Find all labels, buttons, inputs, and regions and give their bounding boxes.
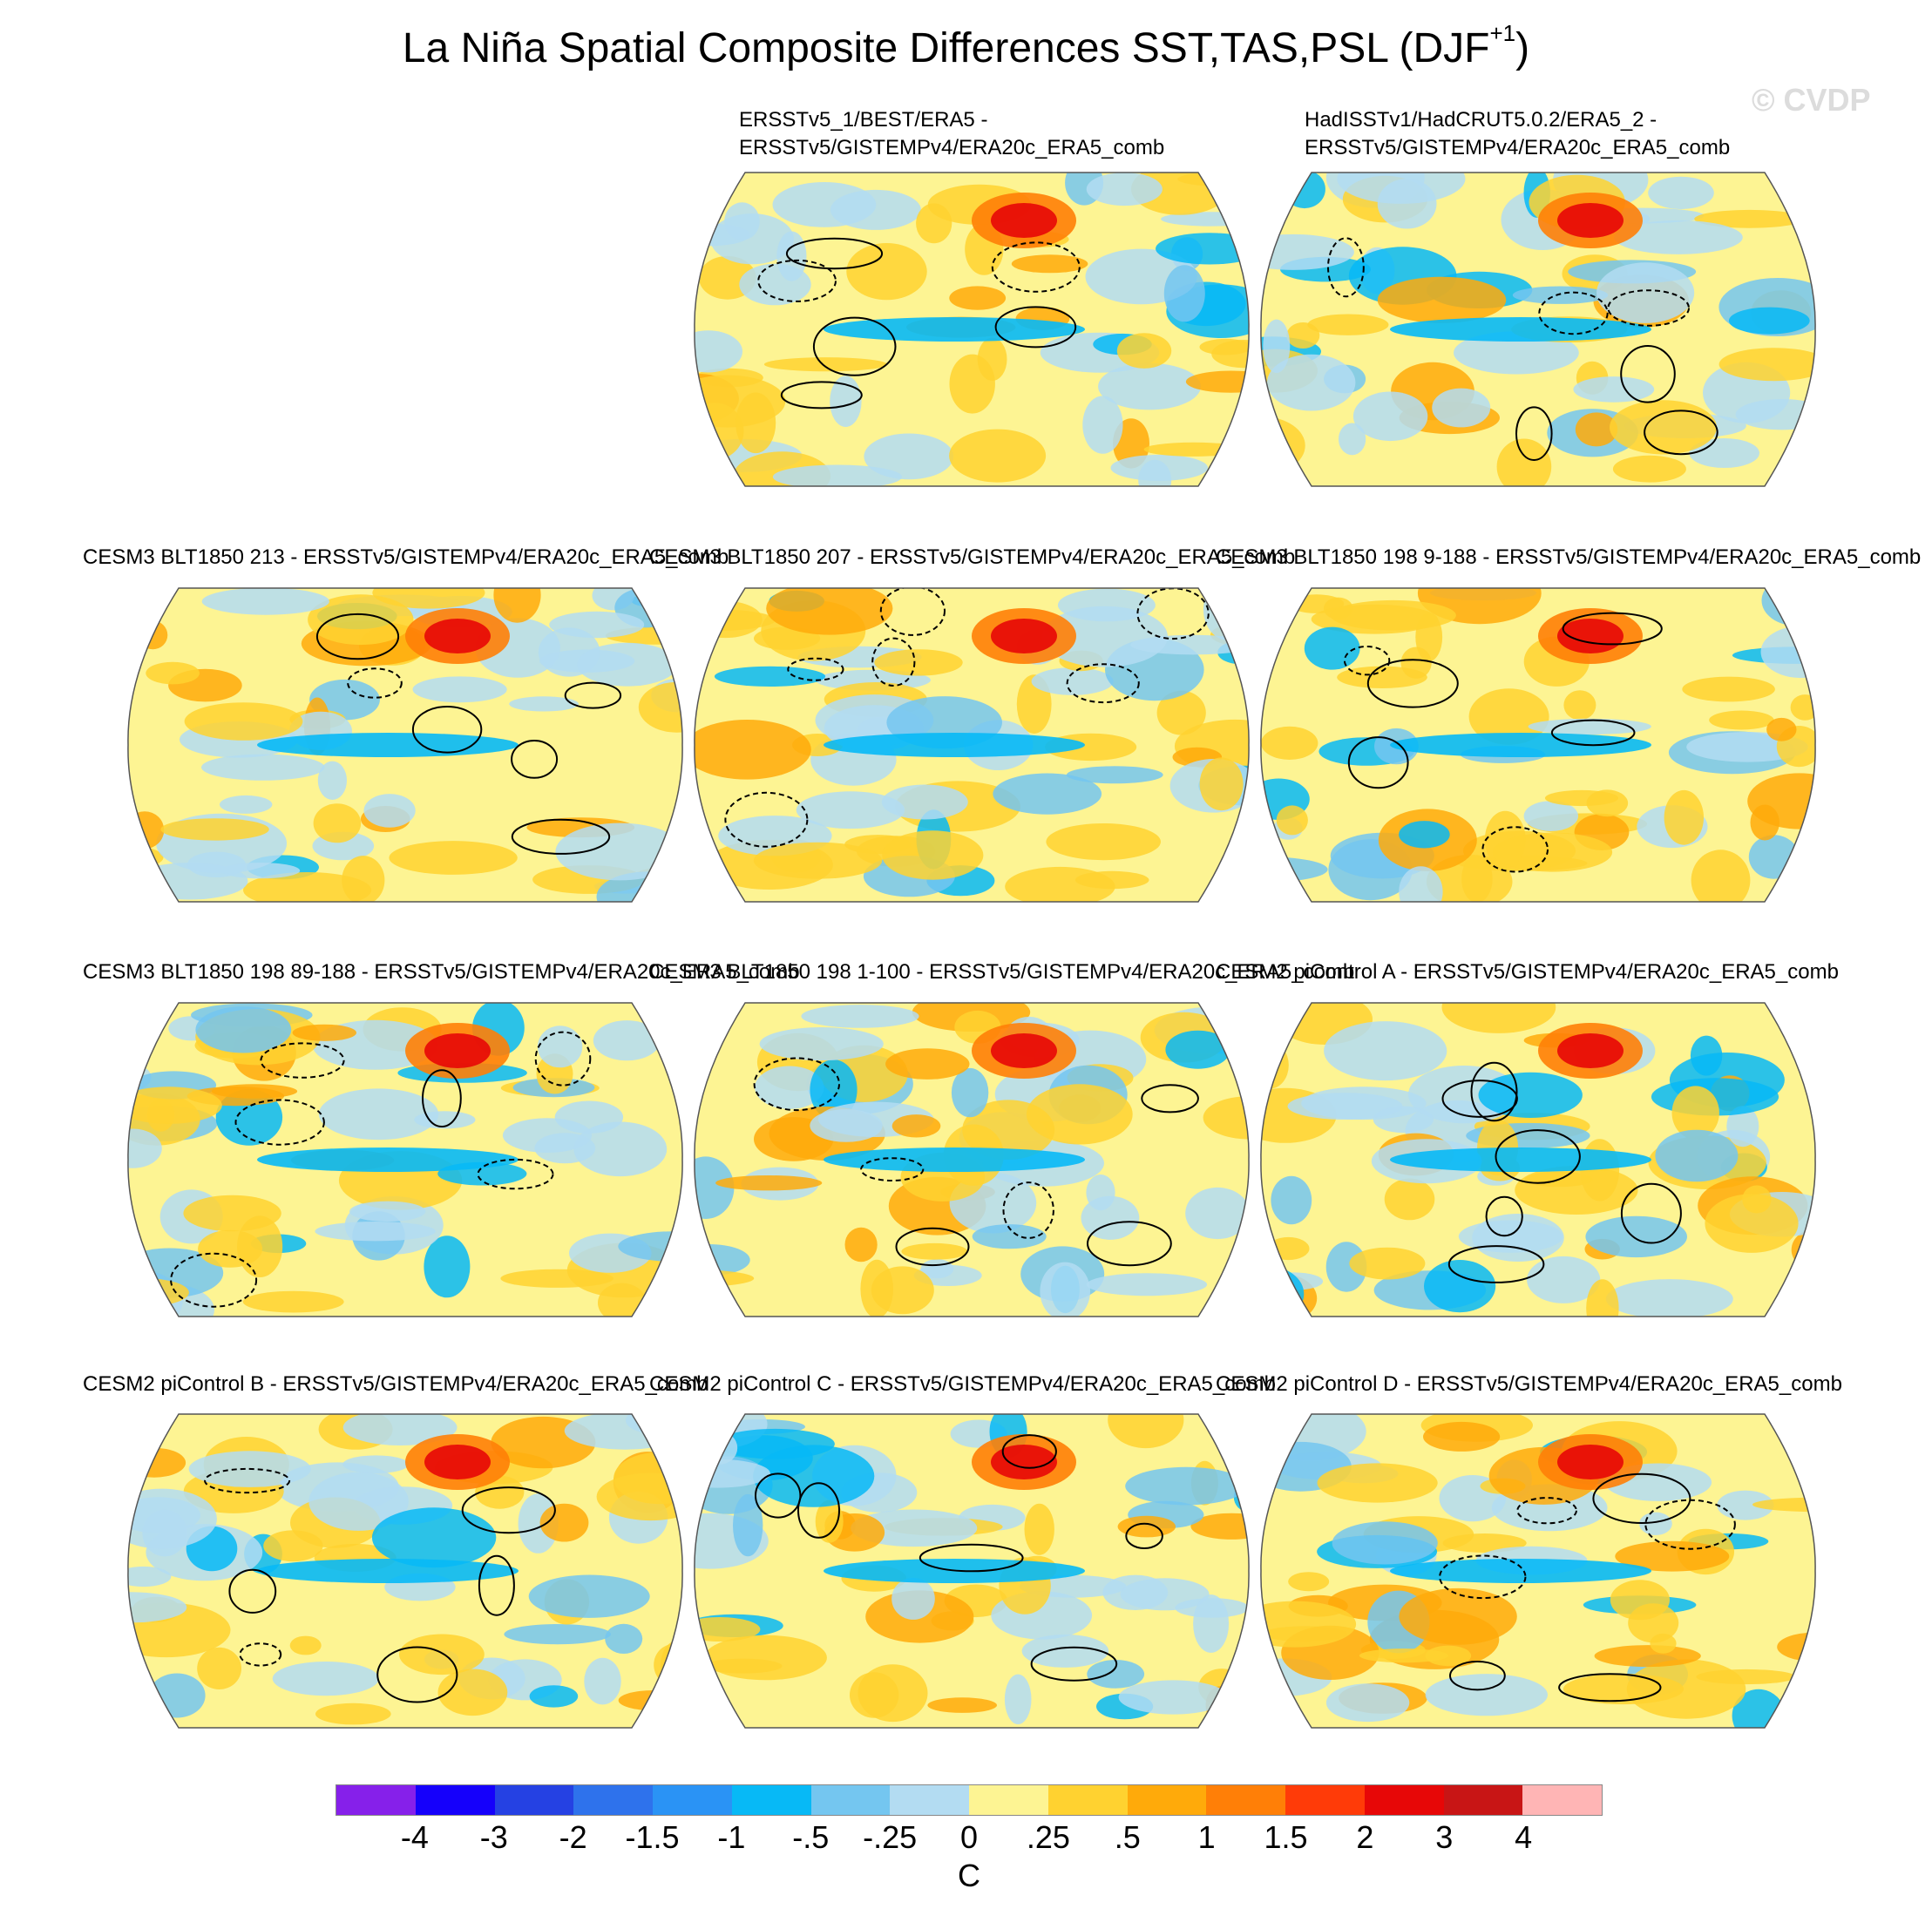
robinson-map [694,172,1250,487]
colorbar-swatch [653,1785,732,1815]
panel-title-5: CESM3 BLT1850 198 9-188 - ERSSTv5/GISTEM… [1216,545,1922,569]
colorbar-tick-label: .5 [1114,1819,1141,1855]
cvdp-watermark: © CVDP [1752,82,1871,118]
robinson-map [127,1002,683,1317]
map-panel-3 [126,575,684,915]
colorbar-swatch [1522,1785,1602,1815]
robinson-map [127,587,683,903]
map-panel-2 [1259,159,1817,499]
colorbar-swatch [1364,1785,1444,1815]
colorbar-tick-label: 0 [959,1819,979,1855]
robinson-map [1260,1002,1816,1317]
panel-title-8: CESM2 piControl A - ERSSTv5/GISTEMPv4/ER… [1216,960,1839,984]
colorbar-tick-label: -1 [717,1819,746,1855]
map-panel-10 [693,1401,1251,1741]
colorbar-swatch [890,1785,969,1815]
robinson-map [127,1413,683,1729]
robinson-map [1260,172,1816,487]
map-panel-9 [126,1401,684,1741]
colorbar-tick-label: 2 [1356,1819,1374,1855]
colorbar [336,1784,1603,1816]
robinson-map [1260,587,1816,903]
panel-title-6: CESM3 BLT1850 198 89-188 - ERSSTv5/GISTE… [83,960,800,984]
colorbar-tick-label: 1.5 [1264,1819,1308,1855]
map-panel-1 [693,159,1251,499]
colorbar-swatch [415,1785,495,1815]
colorbar-swatch [1047,1785,1128,1815]
panel-title-3: CESM3 BLT1850 213 - ERSSTv5/GISTEMPv4/ER… [83,545,729,569]
colorbar-swatch [1443,1785,1523,1815]
colorbar-swatch [1285,1785,1365,1815]
colorbar-swatch [969,1785,1048,1815]
map-panel-6 [126,990,684,1330]
map-panel-4 [693,575,1251,915]
colorbar-swatch [573,1785,653,1815]
map-panel-5 [1259,575,1817,915]
colorbar-tick-label: -.5 [792,1819,830,1855]
robinson-map [694,1413,1250,1729]
figure-title: La Niña Spatial Composite Differences SS… [402,20,1530,71]
colorbar-tick-label: .25 [1026,1819,1070,1855]
robinson-map [1260,1413,1816,1729]
panel-title-1: ERSSTv5_1/BEST/ERA5 - ERSSTv5/GISTEMPv4/E… [739,108,1165,159]
map-panel-7 [693,990,1251,1330]
panel-title-2: HadISSTv1/HadCRUT5.0.2/ERA5_2 - ERSSTv5/G… [1305,108,1731,159]
colorbar-tick-label: -1.5 [625,1819,680,1855]
map-panel-8 [1259,990,1817,1330]
colorbar-tick-label: -3 [479,1819,508,1855]
colorbar-units: C [958,1858,980,1893]
robinson-map [694,1002,1250,1317]
colorbar-tick-label: 3 [1435,1819,1454,1855]
map-panel-11 [1259,1401,1817,1741]
panel-title-9: CESM2 piControl B - ERSSTv5/GISTEMPv4/ER… [83,1372,708,1396]
colorbar-tick-label: -4 [400,1819,429,1855]
panel-title-4: CESM3 BLT1850 207 - ERSSTv5/GISTEMPv4/ER… [649,545,1296,569]
colorbar-swatch [494,1785,574,1815]
robinson-map [694,587,1250,903]
colorbar-swatch [1127,1785,1207,1815]
panel-title-10: CESM2 piControl C - ERSSTv5/GISTEMPv4/ER… [649,1372,1276,1396]
colorbar-tick-label: -.25 [863,1819,918,1855]
panel-title-7: CESM3 BLT1850 198 1-100 - ERSSTv5/GISTEM… [649,960,1355,984]
colorbar-swatch [731,1785,811,1815]
colorbar-swatch [336,1785,416,1815]
colorbar-swatch [1206,1785,1285,1815]
colorbar-tick-label: 4 [1515,1819,1533,1855]
colorbar-tick-label: 1 [1197,1819,1216,1855]
colorbar-swatch [810,1785,891,1815]
panel-title-11: CESM2 piControl D - ERSSTv5/GISTEMPv4/ER… [1216,1372,1842,1396]
colorbar-tick-label: -2 [559,1819,587,1855]
